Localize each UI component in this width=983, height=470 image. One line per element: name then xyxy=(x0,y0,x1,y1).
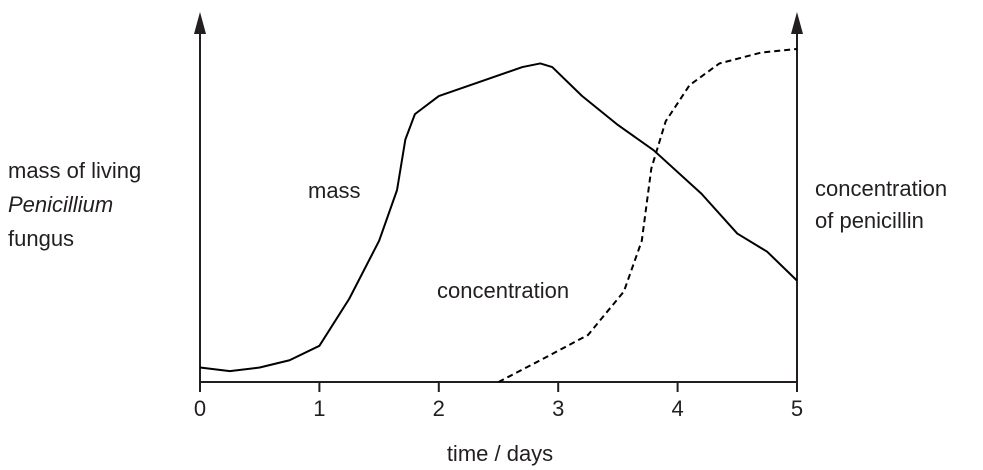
x-axis-label: time / days xyxy=(447,441,553,466)
series-label: concentration xyxy=(437,278,569,303)
x-tick-label: 5 xyxy=(791,396,803,421)
y-axis-label: fungus xyxy=(8,226,74,251)
y2-axis-arrow xyxy=(791,12,803,34)
y-axis-label: mass of living xyxy=(8,158,141,183)
y2-axis-label: concentration xyxy=(815,176,947,201)
series-label: mass xyxy=(308,178,361,203)
y-axis-label: Penicillium xyxy=(8,192,113,217)
y-axis-arrow xyxy=(194,12,206,34)
x-tick-label: 3 xyxy=(552,396,564,421)
x-tick-label: 2 xyxy=(433,396,445,421)
series-line xyxy=(498,47,798,383)
y2-axis-label: of penicillin xyxy=(815,208,924,233)
series-line xyxy=(199,62,798,373)
x-tick-label: 0 xyxy=(194,396,206,421)
x-tick-label: 1 xyxy=(313,396,325,421)
x-tick-label: 4 xyxy=(671,396,683,421)
